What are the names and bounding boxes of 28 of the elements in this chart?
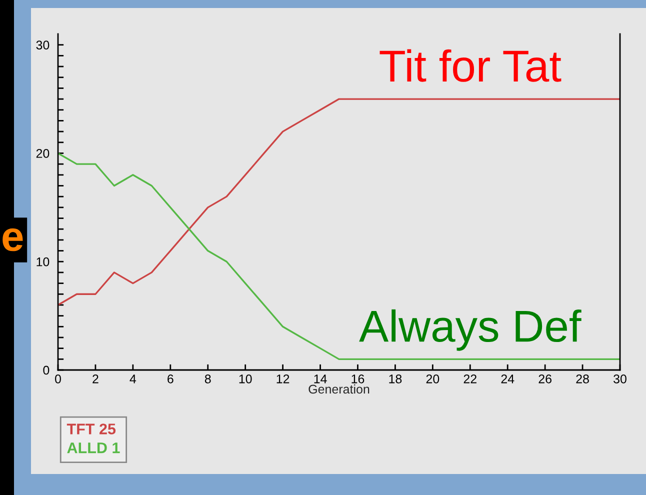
x-tick-label: 14 [314,374,327,384]
x-tick-label: 26 [538,374,552,384]
y-tick-label: 30 [36,40,50,50]
x-tick-label: 30 [614,374,626,384]
y-tick-label: 20 [36,149,50,158]
text: e [2,228,23,252]
x-tick-label: 20 [426,374,440,384]
x-tick-label: 28 [576,374,589,384]
x-tick-label: 2 [92,374,98,384]
annotation: Always Def [359,309,582,351]
x-tick-label: 6 [168,374,174,384]
text: TFT 25 [66,424,116,434]
x-tick-label: 4 [130,374,136,384]
x-tick-label: 12 [276,374,290,384]
x-tick-label: 0 [55,374,61,384]
text: ALLD 1 [67,442,120,454]
annotation: Tit for Tat [380,49,562,82]
line-series [58,152,620,360]
x-tick-label: 22 [464,374,476,384]
x-tick-label: 18 [389,374,402,384]
x-tick-label: 16 [352,374,364,384]
y-tick-label: 10 [36,257,50,266]
x-tick-label: 10 [239,374,252,384]
x-tick-label: 8 [204,374,211,384]
y-tick-label: 0 [43,366,50,375]
x-tick-label: 24 [501,374,514,384]
line-series [58,98,620,306]
x-axis-title: Generation [308,384,370,394]
